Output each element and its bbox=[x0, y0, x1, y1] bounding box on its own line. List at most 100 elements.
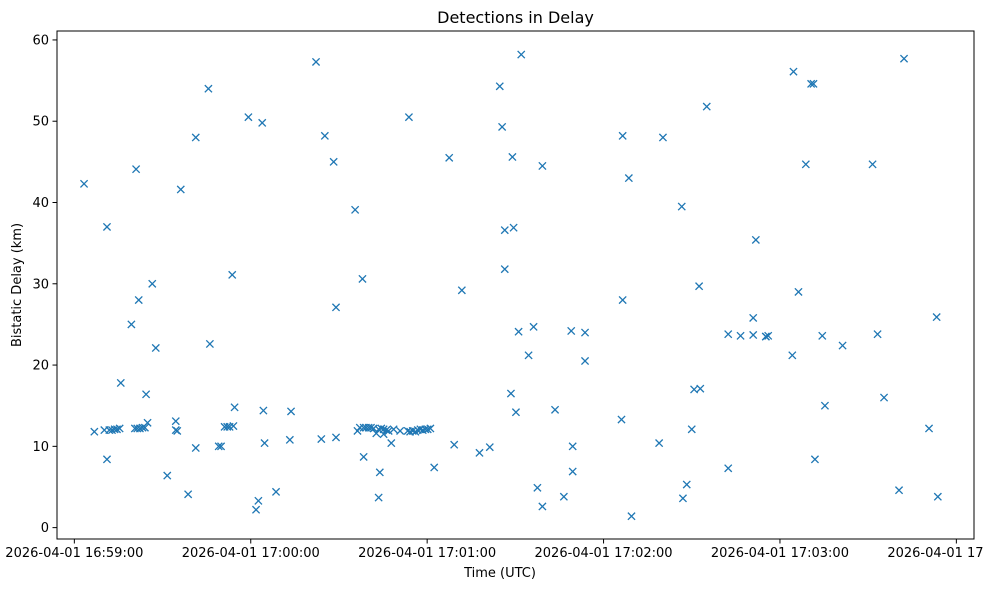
data-point bbox=[204, 84, 213, 93]
data-point bbox=[529, 322, 538, 331]
data-point bbox=[205, 339, 214, 348]
y-axis-ticks: 0 10 20 30 40 50 60 bbox=[32, 33, 57, 536]
data-point bbox=[677, 202, 686, 211]
data-point bbox=[112, 425, 122, 434]
data-point bbox=[567, 326, 576, 335]
data-point bbox=[148, 279, 157, 288]
y-tick-label: 30 bbox=[32, 277, 49, 292]
data-point bbox=[524, 351, 533, 360]
y-tick-label: 50 bbox=[32, 115, 49, 130]
data-point bbox=[445, 153, 454, 162]
data-point bbox=[658, 133, 668, 142]
data-point bbox=[550, 405, 560, 414]
data-point bbox=[580, 328, 590, 337]
data-point bbox=[511, 408, 521, 417]
data-point bbox=[749, 313, 758, 322]
data-point bbox=[331, 303, 341, 312]
data-point bbox=[191, 133, 200, 142]
data-point bbox=[404, 113, 413, 122]
data-point bbox=[426, 424, 435, 433]
data-point bbox=[702, 102, 711, 111]
data-point bbox=[184, 490, 193, 499]
data-point bbox=[818, 331, 827, 340]
data-point bbox=[899, 54, 909, 63]
data-point bbox=[230, 403, 239, 412]
data-point bbox=[559, 492, 568, 501]
data-point bbox=[794, 287, 803, 296]
data-point bbox=[538, 502, 547, 511]
data-point bbox=[173, 426, 182, 435]
x-axis-ticks: 2026-04-01 16:59:00 2026-04-01 17:00:00 20… bbox=[5, 539, 984, 561]
data-point bbox=[260, 439, 269, 448]
x-tick-label: 2026-04-01 16:59:00 bbox=[5, 546, 143, 561]
data-point bbox=[500, 226, 509, 235]
data-point bbox=[229, 421, 238, 431]
data-point bbox=[761, 332, 770, 341]
plot-area bbox=[57, 31, 974, 539]
data-point bbox=[500, 265, 509, 274]
x-tick-label: 2026-04-01 17:03:00 bbox=[711, 546, 849, 561]
data-point bbox=[506, 389, 516, 398]
y-tick-label: 20 bbox=[32, 359, 49, 374]
data-point bbox=[176, 185, 185, 194]
data-point bbox=[430, 463, 439, 472]
data-point bbox=[358, 274, 367, 283]
data-point bbox=[216, 442, 226, 451]
y-tick-label: 40 bbox=[32, 196, 49, 211]
y-tick-label: 10 bbox=[32, 440, 49, 455]
data-point bbox=[618, 131, 627, 140]
data-point bbox=[351, 205, 360, 214]
x-tick-label: 2026-04-01 17:04:00 bbox=[887, 546, 984, 561]
data-point bbox=[116, 378, 125, 388]
data-point bbox=[627, 512, 636, 521]
data-point bbox=[495, 82, 504, 91]
data-point bbox=[259, 406, 268, 415]
data-point bbox=[254, 496, 263, 505]
data-point bbox=[538, 161, 547, 170]
data-point bbox=[868, 160, 877, 169]
x-tick-label: 2026-04-01 17:01:00 bbox=[358, 546, 496, 561]
data-point bbox=[228, 270, 237, 279]
data-point bbox=[749, 330, 758, 340]
x-tick-label: 2026-04-01 17:00:00 bbox=[182, 546, 320, 561]
data-point bbox=[682, 480, 691, 489]
data-point bbox=[696, 384, 705, 393]
data-point bbox=[580, 356, 590, 366]
data-point bbox=[102, 222, 112, 231]
data-point bbox=[810, 455, 820, 464]
data-point bbox=[498, 122, 507, 131]
data-point bbox=[384, 426, 393, 435]
data-point bbox=[517, 50, 526, 59]
data-point bbox=[359, 452, 368, 461]
data-point bbox=[134, 295, 143, 305]
data-point bbox=[90, 427, 99, 436]
data-point bbox=[251, 505, 261, 514]
data-point bbox=[331, 433, 341, 442]
data-point bbox=[79, 179, 89, 188]
data-point bbox=[618, 295, 627, 305]
data-point bbox=[617, 415, 626, 424]
data-point bbox=[508, 152, 517, 162]
data-point bbox=[932, 313, 941, 322]
data-point bbox=[387, 439, 396, 448]
data-point bbox=[764, 331, 773, 340]
data-point bbox=[329, 157, 338, 166]
data-point bbox=[163, 471, 172, 480]
data-point bbox=[142, 390, 151, 399]
data-point bbox=[382, 426, 391, 435]
data-point bbox=[485, 443, 494, 452]
data-point bbox=[724, 464, 733, 473]
data-markers bbox=[79, 50, 942, 521]
data-point bbox=[127, 320, 136, 329]
data-point bbox=[171, 417, 180, 426]
data-point bbox=[271, 487, 281, 496]
x-tick-label: 2026-04-01 17:02:00 bbox=[535, 546, 673, 561]
data-point bbox=[214, 442, 223, 451]
x-axis-label: Time (UTC) bbox=[463, 566, 536, 581]
data-point bbox=[533, 483, 542, 492]
data-point bbox=[151, 343, 160, 353]
data-point bbox=[311, 57, 321, 66]
data-point bbox=[475, 448, 484, 457]
data-point bbox=[894, 486, 904, 495]
